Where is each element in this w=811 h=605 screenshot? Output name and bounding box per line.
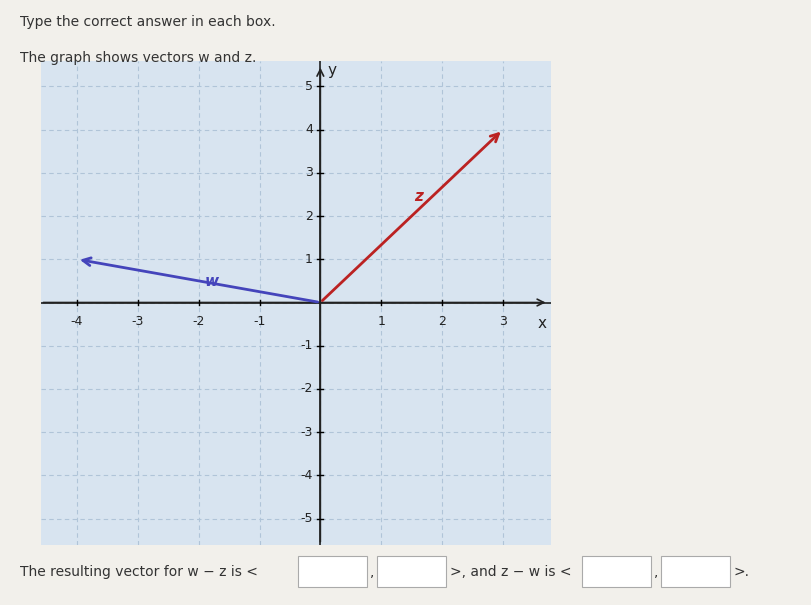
Text: -5: -5 [301, 512, 313, 525]
Text: z: z [414, 189, 423, 204]
Text: -2: -2 [192, 315, 205, 327]
Text: 2: 2 [305, 209, 313, 223]
Text: 3: 3 [305, 166, 313, 179]
Text: 2: 2 [438, 315, 446, 327]
Text: 4: 4 [305, 123, 313, 136]
Text: 3: 3 [499, 315, 507, 327]
Text: y: y [328, 63, 337, 77]
Text: -1: -1 [301, 339, 313, 352]
Text: -2: -2 [301, 382, 313, 396]
Text: The resulting vector for w − z is <: The resulting vector for w − z is < [20, 564, 258, 579]
Text: >.: >. [734, 564, 750, 579]
Text: -1: -1 [253, 315, 266, 327]
Text: 1: 1 [377, 315, 385, 327]
Text: -4: -4 [301, 469, 313, 482]
Text: Type the correct answer in each box.: Type the correct answer in each box. [20, 15, 276, 29]
Text: -3: -3 [131, 315, 144, 327]
Text: ,: , [654, 564, 658, 579]
Text: -4: -4 [71, 315, 84, 327]
Text: 1: 1 [305, 253, 313, 266]
Text: x: x [538, 316, 547, 332]
Text: w: w [205, 274, 219, 289]
Text: The graph shows vectors w and z.: The graph shows vectors w and z. [20, 51, 256, 65]
Text: ,: , [370, 564, 374, 579]
Text: >, and z − w is <: >, and z − w is < [450, 564, 572, 579]
Text: -3: -3 [301, 426, 313, 439]
Text: 5: 5 [305, 80, 313, 93]
